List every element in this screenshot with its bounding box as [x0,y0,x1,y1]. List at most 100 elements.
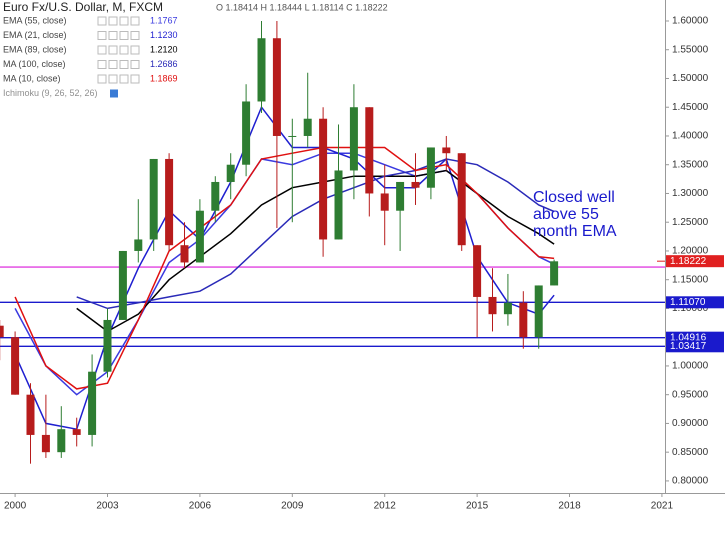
x-tick-label: 2015 [466,501,489,512]
candle-body [534,285,543,338]
legend-icon [130,74,140,84]
candle-body [0,325,4,338]
x-tick-label: 2021 [651,501,674,512]
legend-label: EMA (21, close) [3,30,67,40]
x-tick-label: 2009 [281,501,304,512]
candle-body [380,193,389,211]
legend-icon [130,45,140,55]
candle-body [11,337,20,395]
last-price-tag [666,255,724,268]
annotation: month EMA [533,223,617,240]
y-tick-label: 1.45000 [672,102,709,113]
legend-value: 1.2686 [150,59,178,69]
y-tick-label: 1.00000 [672,361,709,372]
candle-body [149,158,158,240]
legend-value: 1.2120 [150,44,178,54]
legend-value: 1.1767 [150,15,178,25]
legend-icon [108,74,118,84]
candle-body [272,38,281,136]
legend-icon [97,31,107,40]
legend-icon [130,60,140,69]
last-price-label: 1.18222 [670,256,707,267]
legend-label: EMA (55, close) [3,15,67,25]
symbol-title: Euro Fx/U.S. Dollar, M, FXCM [3,0,163,14]
legend-value: 1.1869 [150,73,178,83]
x-tick-label: 2003 [96,501,119,512]
candle-body [226,164,235,182]
x-tick-label: 2000 [4,501,27,512]
plot-area [0,20,665,464]
legend-icon [108,60,118,69]
candle-body [180,245,189,263]
legend: Euro Fx/U.S. Dollar, M, FXCM O 1.18414 H … [0,0,388,103]
candle-body [72,429,81,435]
candle-body [319,118,328,240]
y-tick-label: 0.85000 [672,447,709,458]
candle-body [195,210,204,263]
candle-body [134,239,143,251]
legend-icon [119,45,129,55]
price-tag-label: 1.11070 [670,297,706,308]
y-tick-label: 1.50000 [672,73,709,84]
candle-body [396,181,405,211]
y-tick-label: 1.35000 [672,159,709,170]
legend-value: 1.1230 [150,30,178,40]
legend-icon [97,60,107,69]
y-tick-label: 1.25000 [672,217,709,228]
candle-body [118,250,127,320]
candle-body [411,181,420,188]
candle-body [41,434,50,453]
candle-body [550,261,559,286]
candle-body [257,38,266,102]
y-tick-label: 1.10000 [672,303,709,314]
legend-icon [97,45,107,55]
candle-body [211,181,220,211]
legend-icon [130,16,140,26]
price-tag-label: 1.03417 [670,341,707,352]
legend-icon [108,16,118,26]
legend-icon [119,60,129,69]
legend-icon [97,74,107,84]
candle-body [288,135,297,137]
price-tag-label: 1.04916 [670,332,707,343]
candle-body [26,394,35,435]
candle-body [303,118,312,136]
y-tick-label: 1.60000 [672,16,709,27]
legend-label: Ichimoku (9, 26, 52, 26) [3,88,98,98]
candle-body [165,158,174,246]
x-tick-label: 2006 [189,501,212,512]
candle-body [503,302,512,315]
legend-label: MA (100, close) [3,59,66,69]
y-tick-label: 0.95000 [672,389,709,400]
candle-body [349,107,358,171]
legend-bg [0,0,215,103]
legend-icon [119,31,129,40]
y-tick-label: 0.80000 [672,476,709,487]
candle-body [519,302,528,338]
x-tick-label: 2012 [374,501,397,512]
ohlc-readout: O 1.18414 H 1.18444 L 1.18114 C 1.18222 [216,2,388,12]
candle-body [442,147,451,154]
legend-label: MA (10, close) [3,73,61,83]
candle-body [365,107,374,194]
candle-body [242,101,251,165]
candle-body [57,429,66,453]
y-tick-label: 1.55000 [672,44,709,55]
candle-body [457,153,466,246]
legend-icon [97,16,107,26]
candle-body [488,296,497,315]
y-tick-label: 1.30000 [672,188,709,199]
price-tag [666,296,724,309]
legend-icon [108,45,118,55]
annotation: Closed well [533,189,615,206]
candle-body [334,170,343,240]
annotation: above 55 [533,206,599,223]
y-tick-label: 1.40000 [672,131,709,142]
candle-body [426,147,435,188]
candle-body [473,245,482,297]
legend-icon [119,74,129,84]
candle-body [103,319,112,372]
x-tick-label: 2018 [558,501,581,512]
price-tag [666,340,724,353]
